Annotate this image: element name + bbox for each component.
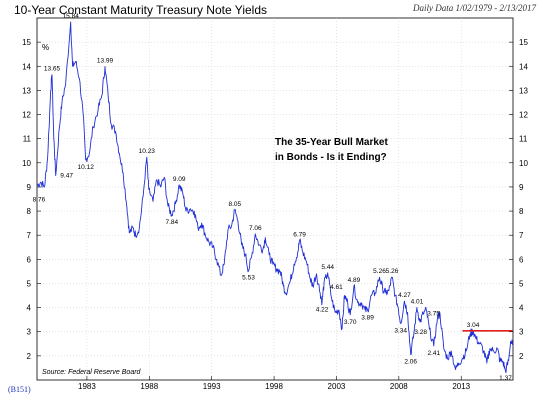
peak-value-label: 10.23 — [139, 148, 156, 155]
y-tick-label-left: 11 — [23, 135, 32, 144]
peak-value-label: 7.06 — [249, 225, 262, 232]
y-tick-label-left: 12 — [22, 111, 31, 120]
peak-value-label: 1.37 — [499, 375, 512, 382]
chart-title: 10-Year Constant Maturity Treasury Note … — [14, 3, 268, 17]
y-tick-label-left: 4 — [27, 304, 32, 313]
peak-value-label: 4.22 — [316, 306, 329, 313]
source-note: Source: Federal Reserve Board — [42, 369, 142, 376]
y-tick-label-left: 9 — [27, 183, 32, 192]
y-tick-label-right: 10 — [519, 159, 528, 168]
y-tick-label-left: 13 — [22, 86, 31, 95]
x-tick-label: 2008 — [390, 382, 408, 391]
y-tick-label-left: 15 — [22, 38, 31, 47]
peak-value-label: 7.84 — [165, 219, 178, 226]
y-tick-label-right: 5 — [519, 279, 524, 288]
peak-value-label: 8.76 — [33, 197, 46, 204]
annotation-line-2: in Bonds - Is it Ending? — [275, 152, 387, 163]
peak-value-label: 3.04 — [467, 322, 480, 329]
peak-value-label: 4.01 — [411, 298, 424, 305]
peak-value-label: 6.79 — [293, 231, 306, 238]
y-tick-label-left: 2 — [27, 352, 32, 361]
y-tick-label-left: 6 — [27, 255, 32, 264]
y-tick-label-left: 7 — [27, 231, 32, 240]
peak-value-label: 4.27 — [398, 292, 411, 299]
y-tick-label-right: 11 — [519, 135, 528, 144]
date-range: Daily Data 1/02/1979 - 2/13/2017 — [413, 3, 536, 13]
peak-value-label: 5.44 — [321, 264, 334, 271]
peak-value-label: 10.12 — [78, 164, 95, 171]
peak-value-label: 13.99 — [97, 58, 114, 65]
y-tick-label-left: 10 — [22, 159, 31, 168]
peak-value-label: 9.09 — [173, 176, 186, 183]
y-tick-label-right: 15 — [519, 38, 528, 47]
peak-value-label: 4.89 — [348, 277, 361, 284]
y-tick-label-left: 14 — [22, 62, 31, 71]
x-tick-label: 2003 — [328, 382, 346, 391]
peak-value-label: 2.06 — [404, 358, 417, 365]
x-tick-label: 1998 — [265, 382, 283, 391]
peak-value-label: 5.53 — [242, 275, 255, 282]
y-tick-label-right: 7 — [519, 231, 524, 240]
y-tick-label-right: 13 — [519, 86, 528, 95]
peak-value-label: 5.26 — [373, 268, 386, 275]
peak-value-label: 9.47 — [60, 173, 73, 180]
yield-series-line — [36, 21, 514, 374]
peak-value-label: 3.89 — [361, 314, 374, 321]
peak-value-label: 15.84 — [63, 13, 80, 20]
peak-value-label: 3.34 — [394, 328, 407, 335]
y-tick-label-right: 3 — [519, 328, 524, 337]
y-tick-label-right: 2 — [519, 352, 524, 361]
annotation-line-1: The 35-Year Bull Market — [275, 137, 388, 148]
peak-value-label: 3.28 — [414, 329, 427, 336]
peak-value-label: 4.61 — [330, 284, 343, 291]
x-tick-label: 1988 — [140, 382, 158, 391]
peak-value-label: 2.41 — [427, 350, 440, 357]
y-axis-unit: % — [42, 43, 49, 52]
y-tick-label-left: 8 — [27, 207, 32, 216]
plot-frame — [36, 17, 514, 381]
y-tick-label-right: 12 — [519, 111, 528, 120]
y-tick-label-right: 8 — [519, 207, 524, 216]
x-tick-label: 1993 — [203, 382, 221, 391]
peak-value-label: 5.26 — [386, 268, 399, 275]
y-tick-label-right: 4 — [519, 304, 524, 313]
y-tick-label-left: 5 — [27, 279, 32, 288]
peak-value-label: 8.05 — [228, 201, 241, 208]
y-tick-label-right: 14 — [519, 62, 528, 71]
peak-value-label: 13.65 — [44, 66, 61, 73]
y-tick-label-right: 9 — [519, 183, 524, 192]
peak-value-label: 3.70 — [344, 319, 357, 326]
x-tick-label: 1983 — [78, 382, 96, 391]
x-tick-label: 2013 — [452, 382, 470, 391]
chart-code: (B151) — [8, 385, 31, 394]
y-tick-label-right: 6 — [519, 255, 524, 264]
peak-value-label: 3.75 — [427, 311, 440, 318]
y-tick-label-left: 3 — [27, 328, 32, 337]
